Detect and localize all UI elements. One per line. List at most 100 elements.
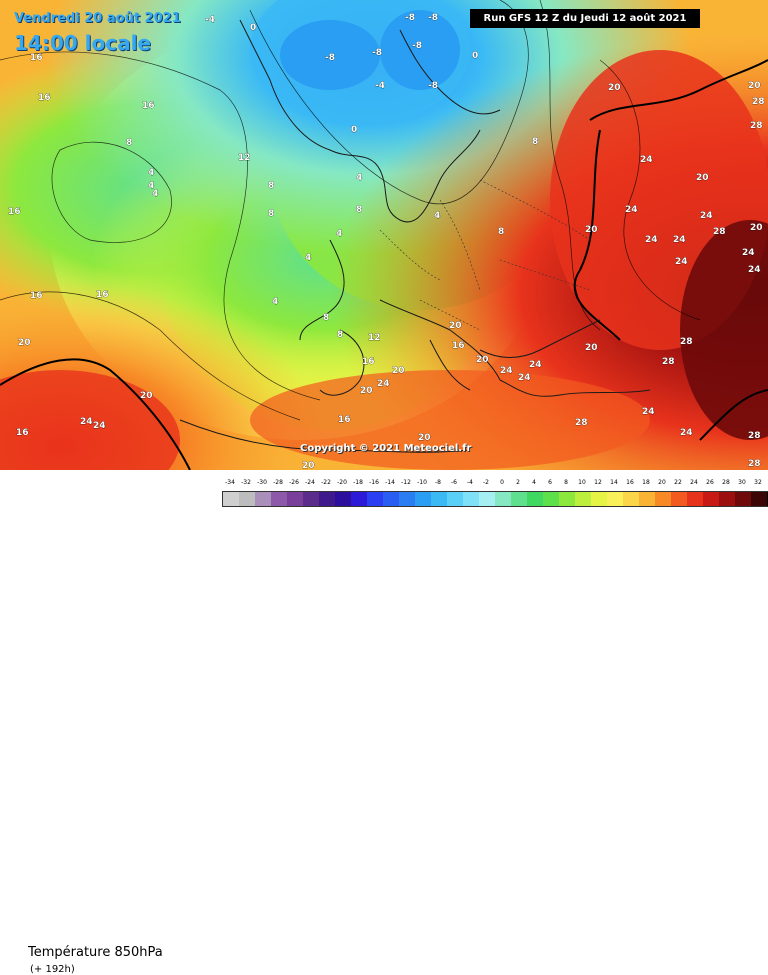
isotherm-label: 4 (152, 189, 158, 199)
isotherm-label: 16 (96, 290, 109, 300)
isotherm-label: 28 (713, 227, 726, 237)
isotherm-label: 8 (268, 181, 274, 191)
coastlines (179, 19, 651, 453)
scale-label: -8 (435, 479, 441, 486)
isotherm-label: 28 (752, 97, 765, 107)
scale-swatch (239, 492, 255, 506)
scale-label: -20 (337, 479, 347, 486)
isotherm-label: 8 (532, 137, 538, 147)
scale-swatch (495, 492, 511, 506)
isotherm-label: 16 (8, 207, 21, 217)
scale-swatch (271, 492, 287, 506)
scale-swatch (431, 492, 447, 506)
temperature-map: -40-8 -8-8 -8-8-8-400161616161684441288444… (0, 0, 768, 470)
scale-label: -10 (417, 479, 427, 486)
isotherm-labels: -40-8 -8-8 -8-8-8-400161616161684441288444… (8, 13, 765, 470)
scale-label: -26 (289, 479, 299, 486)
parameter-title: Température 850hPa (28, 945, 163, 960)
isotherm-label: 16 (362, 357, 375, 367)
color-scale (222, 491, 768, 507)
scale-label: 10 (578, 479, 586, 486)
isotherm-label: -8 (372, 48, 382, 58)
scale-swatch (575, 492, 591, 506)
scale-label: -22 (321, 479, 331, 486)
isotherm-label: 24 (500, 366, 513, 376)
isotherm-label: 24 (642, 407, 655, 417)
isotherm-label: 0 (250, 23, 256, 33)
isotherm-label: 28 (748, 431, 761, 441)
isotherm-label: 24 (377, 379, 390, 389)
scale-label: -34 (225, 479, 235, 486)
isotherm-label: 8 (323, 313, 329, 323)
isotherm-label: 0 (351, 125, 357, 135)
isotherm-label: 20 (360, 386, 373, 396)
isotherm-label: 24 (518, 373, 531, 383)
scale-swatch (415, 492, 431, 506)
isotherm-label: 24 (80, 417, 93, 427)
isotherm-label: 12 (238, 153, 251, 163)
scale-swatch (639, 492, 655, 506)
forecast-date: Vendredi 20 août 2021 (14, 11, 181, 26)
isotherm-label: 28 (680, 337, 693, 347)
isotherm-label: 12 (368, 333, 381, 343)
scale-swatch (383, 492, 399, 506)
isotherm-label: 8 (498, 227, 504, 237)
isotherm-label: 4 (356, 173, 362, 183)
scale-label: 26 (706, 479, 714, 486)
lead-time: (+ 192h) (30, 964, 75, 975)
isotherm-label: 4 (336, 229, 342, 239)
isotherm-label: 20 (476, 355, 489, 365)
isotherm-label: 4 (148, 181, 154, 191)
scale-swatch (319, 492, 335, 506)
isotherm-label: 28 (662, 357, 675, 367)
isotherm-label: 16 (30, 291, 43, 301)
isotherm-label: 28 (748, 459, 761, 469)
isotherm-label: 20 (302, 461, 315, 470)
scale-swatch (543, 492, 559, 506)
scale-label: -14 (385, 479, 395, 486)
scale-label: 28 (722, 479, 730, 486)
borders (379, 179, 591, 331)
scale-swatch (559, 492, 575, 506)
isotherm-label: 24 (673, 235, 686, 245)
scale-swatch (703, 492, 719, 506)
scale-swatch (751, 492, 767, 506)
scale-swatch (367, 492, 383, 506)
isotherm-label: 20 (750, 223, 763, 233)
isotherm-label: 24 (529, 360, 542, 370)
scale-label: -18 (353, 479, 363, 486)
isotherm-label: 20 (608, 83, 621, 93)
scale-swatch (687, 492, 703, 506)
isotherm-label: 8 (126, 138, 132, 148)
scale-label: 8 (564, 479, 568, 486)
isotherm-label: 8 (356, 205, 362, 215)
scale-label: 6 (548, 479, 552, 486)
isotherm-label: -4 (375, 81, 385, 91)
model-run-banner: Run GFS 12 Z du Jeudi 12 août 2021 (470, 9, 700, 28)
scale-swatch (447, 492, 463, 506)
isotherm-label: 24 (742, 248, 755, 258)
scale-label: -30 (257, 479, 267, 486)
scale-label: 18 (642, 479, 650, 486)
isotherm-label: 24 (748, 265, 761, 275)
isotherm-label: 28 (750, 121, 763, 131)
scale-label: 30 (738, 479, 746, 486)
scale-swatch (655, 492, 671, 506)
isotherm-label: 16 (452, 341, 465, 351)
scale-label: 16 (626, 479, 634, 486)
isotherm-label: 20 (585, 343, 598, 353)
scale-swatch (623, 492, 639, 506)
isotherm-label: 16 (30, 53, 43, 63)
scale-label: -28 (273, 479, 283, 486)
isotherm-label: 28 (575, 418, 588, 428)
isotherm-label: 4 (272, 297, 278, 307)
isotherm-label: 24 (625, 205, 638, 215)
scale-label: 0 (500, 479, 504, 486)
scale-swatch (671, 492, 687, 506)
scale-swatch (335, 492, 351, 506)
isotherm-label: 0 (472, 51, 478, 61)
isotherm-label: -8 (405, 13, 415, 23)
scale-swatch (591, 492, 607, 506)
isotherm-label: 4 (148, 168, 154, 178)
scale-label: 2 (516, 479, 520, 486)
